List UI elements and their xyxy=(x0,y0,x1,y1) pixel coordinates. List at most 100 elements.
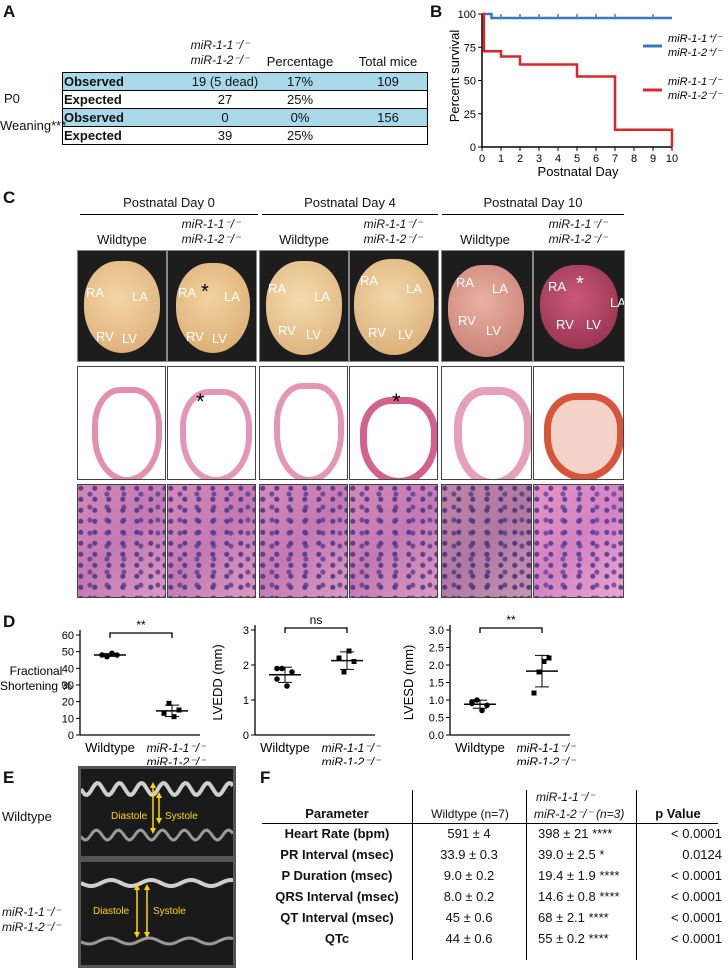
data-point xyxy=(114,652,120,658)
mutant-line2: miR-1-2⁻/⁻ xyxy=(548,232,608,246)
data-point xyxy=(336,655,342,661)
y-axis-label: LVESD (mm) xyxy=(401,645,416,721)
histology-ko-p0: * xyxy=(167,366,256,480)
table-f-header-rule xyxy=(262,823,718,824)
y-tick-label: 20 xyxy=(62,697,74,709)
label-ra: RA xyxy=(268,281,287,296)
significance-bracket xyxy=(109,632,173,638)
histology-wt-p10 xyxy=(441,366,532,480)
f-wt-cell: 33.9 ± 0.3 xyxy=(440,847,498,862)
y-tick-label: 40 xyxy=(62,663,74,675)
f-header-mut-line1: miR-1-1⁻/⁻ xyxy=(536,790,595,804)
x-label-mutant: miR-1-2⁻/⁻ xyxy=(517,755,577,765)
heart-image xyxy=(176,263,250,353)
x-tick-label: 4 xyxy=(555,153,561,165)
group-weaning-label: Weaning*** xyxy=(0,118,67,133)
col-wildtype: Wildtype xyxy=(97,232,147,247)
table-a-genotype-header: miR-1-1⁻/⁻ miR-1-2⁻/⁻ xyxy=(185,38,255,68)
survival-series xyxy=(482,12,674,147)
section-image xyxy=(92,387,162,479)
label-rv: RV xyxy=(368,325,386,340)
mutant-line1: miR-1-1⁻/⁻ xyxy=(181,217,241,231)
y-axis-label: Fractional xyxy=(10,664,63,678)
table-a-top-rule xyxy=(62,72,428,73)
panel-a-label: A xyxy=(3,2,16,21)
heart-image xyxy=(84,261,160,353)
f-mut-cell: 14.6 ± 0.8 **** xyxy=(538,889,620,904)
y-tick-label: 3 xyxy=(243,625,249,637)
data-point xyxy=(351,659,357,664)
label-lv: LV xyxy=(398,327,413,342)
section-image xyxy=(180,389,252,479)
m-mode-echo: Diastole Systole Diastole Systole xyxy=(78,766,236,968)
data-point xyxy=(279,665,285,672)
survival-ylabel: Percent survival xyxy=(447,30,462,123)
section-image xyxy=(274,383,344,479)
data-point xyxy=(171,714,177,720)
echo-traces xyxy=(81,769,233,965)
f-pvalue-cell: < 0.0001 xyxy=(671,868,722,883)
cells-wt-p4 xyxy=(259,484,348,598)
panel-f-label: F xyxy=(260,768,271,787)
x-label-mutant: miR-1-1⁻/⁻ xyxy=(147,741,207,755)
table-a-total-header: Total mice xyxy=(358,54,418,69)
f-wt-cell: 8.0 ± 0.2 xyxy=(443,889,495,904)
significance-bracket xyxy=(284,627,348,633)
cells-ko-p4 xyxy=(349,484,438,598)
y-tick-label: 1 xyxy=(243,695,249,707)
f-param-cell: QRS Interval (msec) xyxy=(275,889,399,904)
wall-trace xyxy=(81,828,233,842)
x-tick-label: 2 xyxy=(517,153,523,165)
y-axis-label: Shortening % xyxy=(0,679,72,693)
label-la: LA xyxy=(406,281,422,296)
x-tick-label: 9 xyxy=(650,153,656,165)
col-wildtype: Wildtype xyxy=(279,232,329,247)
f-wt-cell: 591 ± 4 xyxy=(447,826,491,841)
y-tick-label: 2.5 xyxy=(429,643,444,655)
x-tick-label: 6 xyxy=(593,153,599,165)
x-label-mutant: miR-1-2⁻/⁻ xyxy=(322,755,382,765)
significance-label: ns xyxy=(310,615,323,627)
star-marker: * xyxy=(196,389,205,414)
row-label: Observed xyxy=(64,74,124,89)
echo-ko-line1: miR-1-1⁻/⁻ xyxy=(2,905,61,919)
data-point xyxy=(161,710,167,716)
x-label-mutant: miR-1-1⁻/⁻ xyxy=(517,741,577,755)
f-mut-cell: 55 ± 0.2 **** xyxy=(538,931,609,946)
cell-count: 27 xyxy=(217,92,233,107)
f-mut-cell: 39.0 ± 2.5 * xyxy=(538,847,605,862)
data-point xyxy=(531,690,537,696)
x-label-wildtype: Wildtype xyxy=(85,740,135,755)
label-la: LA xyxy=(224,289,240,304)
col-mutant: miR-1-1⁻/⁻ miR-1-2⁻/⁻ xyxy=(348,217,438,247)
panel-b-label: B xyxy=(430,2,443,21)
x-tick-label: 5 xyxy=(574,153,580,165)
diastole-label-wt: Diastole xyxy=(111,811,148,822)
mutant-line1: miR-1-1⁻/⁻ xyxy=(548,217,608,231)
data-point xyxy=(546,655,552,661)
gross-heart-wt-p10: RA LA RV LV xyxy=(441,250,533,362)
panel-e-label: E xyxy=(3,768,15,787)
data-point xyxy=(274,676,280,682)
y-tick-label: 0 xyxy=(68,730,74,742)
label-ra: RA xyxy=(178,285,197,300)
data-point xyxy=(104,653,110,660)
timepoint-rule xyxy=(262,214,438,215)
label-lv: LV xyxy=(586,317,601,332)
f-pvalue-cell: < 0.0001 xyxy=(671,826,722,841)
f-param-cell: Heart Rate (bpm) xyxy=(284,826,390,841)
table-f-col-rule xyxy=(412,790,413,960)
label-ra: RA xyxy=(548,279,567,294)
f-header-pvalue: p Value xyxy=(655,806,701,821)
wall-trace xyxy=(81,780,233,798)
label-lv: LV xyxy=(122,331,137,346)
cell-total: 156 xyxy=(377,110,399,125)
echo-ko-line2: miR-1-2⁻/⁻ xyxy=(2,920,61,934)
row-label: Expected xyxy=(64,128,122,143)
gross-heart-wt-p0: RA LA RV LV xyxy=(77,250,167,362)
cell-pct: 0% xyxy=(290,110,310,125)
wall-trace xyxy=(81,936,233,946)
y-tick-label: 1.0 xyxy=(429,695,444,707)
x-label-wildtype: Wildtype xyxy=(455,740,505,755)
